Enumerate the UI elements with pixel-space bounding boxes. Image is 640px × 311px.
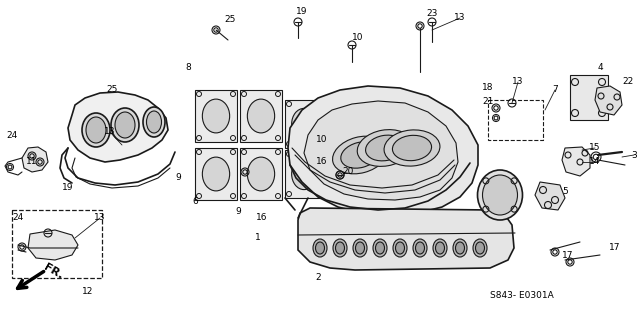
Text: 24: 24	[12, 213, 24, 222]
Ellipse shape	[473, 239, 487, 257]
Ellipse shape	[292, 109, 316, 140]
Bar	[12, 210, 102, 278]
Ellipse shape	[392, 135, 431, 161]
Ellipse shape	[82, 113, 110, 147]
Text: 17: 17	[609, 244, 621, 253]
Ellipse shape	[292, 158, 316, 190]
Ellipse shape	[415, 242, 424, 254]
Text: 9: 9	[235, 207, 241, 216]
Bar	[570, 75, 608, 120]
Ellipse shape	[413, 239, 427, 257]
Ellipse shape	[313, 239, 327, 257]
Text: 9: 9	[175, 174, 181, 183]
Ellipse shape	[340, 142, 380, 168]
Text: 1: 1	[255, 234, 261, 243]
Ellipse shape	[202, 99, 230, 133]
Polygon shape	[22, 147, 48, 172]
Ellipse shape	[365, 135, 404, 161]
Ellipse shape	[393, 239, 407, 257]
Polygon shape	[595, 86, 622, 115]
Polygon shape	[298, 208, 514, 270]
Text: 20: 20	[342, 168, 354, 177]
Text: 13: 13	[94, 213, 106, 222]
Text: 15: 15	[589, 143, 601, 152]
Ellipse shape	[435, 242, 445, 254]
Ellipse shape	[147, 111, 161, 133]
Polygon shape	[68, 92, 168, 162]
Text: 12: 12	[83, 287, 93, 296]
Text: 3: 3	[631, 151, 637, 160]
Ellipse shape	[247, 99, 275, 133]
Text: 5: 5	[562, 188, 568, 197]
Polygon shape	[562, 147, 590, 176]
Ellipse shape	[376, 242, 385, 254]
Text: 16: 16	[316, 157, 328, 166]
Ellipse shape	[476, 242, 484, 254]
Bar	[195, 90, 237, 142]
Bar	[240, 90, 282, 142]
Ellipse shape	[143, 107, 165, 137]
Ellipse shape	[111, 108, 139, 142]
Bar	[488, 100, 543, 140]
Ellipse shape	[353, 239, 367, 257]
Polygon shape	[28, 230, 78, 260]
Polygon shape	[535, 182, 565, 210]
Ellipse shape	[396, 242, 404, 254]
Ellipse shape	[477, 170, 522, 220]
Bar	[285, 150, 323, 198]
Ellipse shape	[316, 242, 324, 254]
Ellipse shape	[373, 239, 387, 257]
Ellipse shape	[333, 136, 387, 174]
Ellipse shape	[456, 242, 465, 254]
Text: 2: 2	[315, 273, 321, 282]
Bar	[285, 100, 323, 148]
Text: 22: 22	[622, 77, 634, 86]
Ellipse shape	[355, 242, 365, 254]
Text: 17: 17	[563, 250, 573, 259]
Text: 16: 16	[256, 213, 268, 222]
Text: 19: 19	[296, 7, 308, 16]
Ellipse shape	[202, 157, 230, 191]
Text: 7: 7	[552, 86, 558, 95]
Ellipse shape	[335, 242, 344, 254]
Ellipse shape	[115, 112, 135, 138]
Ellipse shape	[483, 175, 518, 215]
Polygon shape	[288, 86, 478, 215]
Text: 11: 11	[26, 157, 38, 166]
Text: 23: 23	[426, 10, 438, 18]
Ellipse shape	[357, 130, 413, 166]
Ellipse shape	[333, 239, 347, 257]
Ellipse shape	[433, 239, 447, 257]
Text: 13: 13	[512, 77, 524, 86]
Text: 4: 4	[597, 63, 603, 72]
Text: 18: 18	[483, 83, 493, 92]
Polygon shape	[304, 101, 458, 200]
Text: 19: 19	[62, 183, 74, 193]
Ellipse shape	[453, 239, 467, 257]
Text: 6: 6	[192, 197, 198, 207]
Ellipse shape	[247, 157, 275, 191]
Text: 25: 25	[224, 16, 236, 25]
Bar	[195, 148, 237, 200]
Text: 13: 13	[104, 128, 116, 137]
Text: 10: 10	[352, 34, 364, 43]
Text: S843- E0301A: S843- E0301A	[490, 290, 554, 299]
Ellipse shape	[86, 117, 106, 143]
Text: 14: 14	[589, 157, 601, 166]
Bar	[240, 148, 282, 200]
Text: 10: 10	[316, 136, 328, 145]
Text: 8: 8	[185, 63, 191, 72]
Text: 24: 24	[6, 131, 18, 140]
Ellipse shape	[384, 130, 440, 166]
Text: 21: 21	[483, 98, 493, 106]
Text: FR.: FR.	[42, 262, 65, 281]
Text: 13: 13	[454, 13, 466, 22]
Text: 25: 25	[106, 86, 118, 95]
